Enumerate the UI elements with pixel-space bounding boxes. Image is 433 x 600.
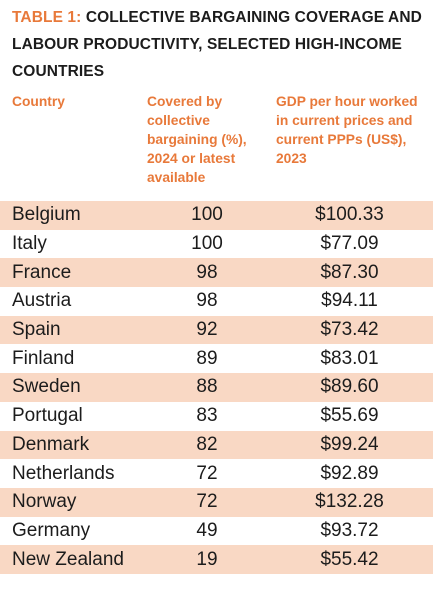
coverage-cell: 83 xyxy=(196,405,218,427)
country-cell: Netherlands xyxy=(12,462,115,484)
table-row: Netherlands 72 $92.89 xyxy=(0,459,433,488)
gdp-cell: $100.33 xyxy=(315,204,384,226)
country-cell: Austria xyxy=(12,290,72,312)
table-row: Denmark 82 $99.24 xyxy=(0,430,433,460)
coverage-cell: 49 xyxy=(196,519,218,541)
coverage-cell: 82 xyxy=(196,433,218,455)
coverage-cell: 98 xyxy=(196,290,218,312)
table-row: Spain 92 $73.42 xyxy=(0,315,433,345)
gdp-cell: $55.42 xyxy=(320,548,379,570)
coverage-cell: 92 xyxy=(196,319,218,341)
gdp-cell: $73.42 xyxy=(320,319,379,341)
gdp-cell: $77.09 xyxy=(320,233,379,255)
country-cell: Finland xyxy=(12,347,75,369)
coverage-cell: 88 xyxy=(196,376,218,398)
table-row: France 98 $87.30 xyxy=(0,258,433,288)
table-row: New Zealand 19 $55.42 xyxy=(0,545,433,574)
gdp-cell: $89.60 xyxy=(320,376,379,398)
coverage-cell: 100 xyxy=(191,204,223,226)
coverage-cell: 89 xyxy=(196,347,218,369)
gdp-cell: $87.30 xyxy=(320,261,379,283)
coverage-cell: 72 xyxy=(196,491,218,513)
table-header: Country Covered by collective bargaining… xyxy=(0,92,433,196)
country-cell: Germany xyxy=(12,519,91,541)
country-cell: New Zealand xyxy=(12,548,124,570)
table-row: Sweden 88 $89.60 xyxy=(0,373,433,402)
gdp-cell: $132.28 xyxy=(315,491,384,513)
table-row: Finland 89 $83.01 xyxy=(0,344,433,373)
table-row: Portugal 83 $55.69 xyxy=(0,402,433,431)
column-header-gdp: GDP per hour worked in current prices an… xyxy=(276,94,418,166)
table-row: Norway 72 $132.28 xyxy=(0,487,433,517)
table-row: Belgium 100 $100.33 xyxy=(0,201,433,230)
table-row: Austria 98 $94.11 xyxy=(0,287,433,316)
country-cell: Sweden xyxy=(12,376,81,398)
gdp-cell: $99.24 xyxy=(320,433,379,455)
table-title-text: COLLECTIVE BARGAINING COVERAGE AND LABOU… xyxy=(12,9,422,80)
table-title-lead: TABLE 1: xyxy=(12,9,82,26)
gdp-cell: $93.72 xyxy=(320,519,379,541)
country-cell: Norway xyxy=(12,491,77,513)
country-cell: France xyxy=(12,261,72,283)
gdp-cell: $55.69 xyxy=(320,405,379,427)
table-body: Belgium 100 $100.33 Italy 100 $77.09 Fra… xyxy=(0,201,433,574)
country-cell: Denmark xyxy=(12,433,90,455)
coverage-cell: 100 xyxy=(191,233,223,255)
column-header-coverage: Covered by collective bargaining (%), 20… xyxy=(147,94,247,185)
coverage-cell: 98 xyxy=(196,261,218,283)
table-title: TABLE 1: COLLECTIVE BARGAINING COVERAGE … xyxy=(12,4,424,85)
gdp-cell: $92.89 xyxy=(320,462,379,484)
gdp-cell: $83.01 xyxy=(320,347,379,369)
table-row: Germany 49 $93.72 xyxy=(0,517,433,546)
coverage-cell: 19 xyxy=(196,548,218,570)
gdp-cell: $94.11 xyxy=(321,290,378,312)
column-header-country: Country xyxy=(12,94,65,109)
table-row: Italy 100 $77.09 xyxy=(0,230,433,259)
country-cell: Portugal xyxy=(12,405,83,427)
country-cell: Belgium xyxy=(12,204,81,226)
coverage-cell: 72 xyxy=(196,462,218,484)
country-cell: Italy xyxy=(12,233,47,255)
country-cell: Spain xyxy=(12,319,61,341)
